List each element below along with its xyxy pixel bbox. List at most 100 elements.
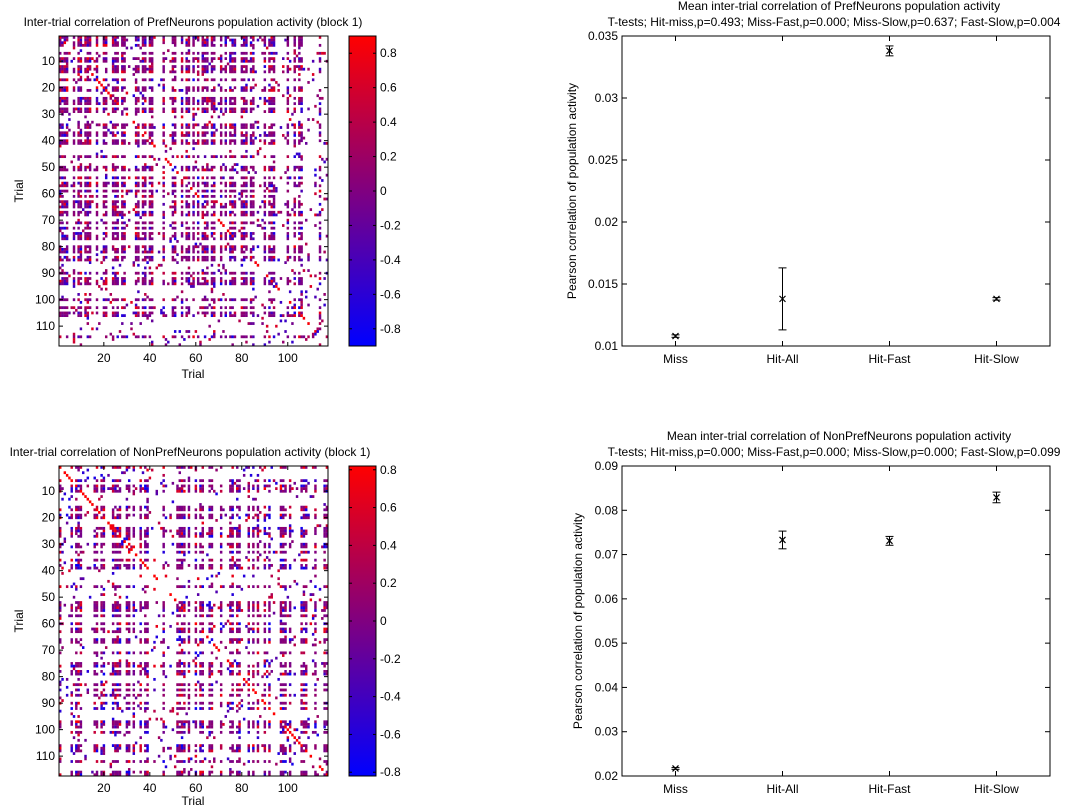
heatmap-cell xyxy=(148,65,152,68)
heatmap-cell xyxy=(231,70,234,74)
heatmap-cell xyxy=(187,59,191,63)
heatmap-cell xyxy=(95,134,99,137)
heatmap-cell xyxy=(229,96,232,100)
heatmap-cell xyxy=(219,298,223,302)
heatmap-cell xyxy=(206,96,209,100)
heatmap-cell xyxy=(150,340,154,344)
heatmap-cell xyxy=(72,78,76,82)
heatmap-cell xyxy=(190,285,193,288)
heatmap-cell xyxy=(192,118,195,121)
heatmap-cell xyxy=(325,479,329,483)
heatmap-cell xyxy=(63,271,67,275)
heatmap-cell xyxy=(93,67,96,71)
heatmap-cell xyxy=(259,540,262,543)
heatmap-cell xyxy=(77,226,80,230)
heatmap-cell xyxy=(137,96,140,100)
heatmap-cell xyxy=(242,298,246,302)
heatmap-cell xyxy=(185,43,188,47)
heatmap-cell xyxy=(144,123,147,127)
heatmap-cell xyxy=(206,311,209,315)
heatmap-cell xyxy=(249,202,253,206)
heatmap-cell xyxy=(325,545,329,549)
heatmap-cell xyxy=(252,59,255,63)
heatmap-cell xyxy=(95,75,99,79)
heatmap-cell xyxy=(121,237,124,241)
heatmap-cell xyxy=(176,614,179,618)
heatmap-cell xyxy=(79,99,83,103)
heatmap-cell xyxy=(144,163,147,166)
heatmap-cell xyxy=(300,237,303,241)
heatmap-cell xyxy=(242,277,246,280)
heatmap-cell xyxy=(298,255,301,259)
heatmap-cell xyxy=(77,176,80,180)
heatmap-cell xyxy=(185,57,188,60)
heatmap-cell xyxy=(196,311,200,315)
heatmap-cell xyxy=(104,226,108,230)
heatmap-cell xyxy=(180,489,184,493)
heatmap-cell xyxy=(125,585,129,589)
heatmap-cell xyxy=(298,126,301,129)
heatmap-cell xyxy=(173,43,177,47)
heatmap-cell xyxy=(249,88,253,92)
heatmap-cell xyxy=(201,205,204,209)
heatmap-cell xyxy=(141,245,145,249)
heatmap-cell xyxy=(263,88,267,92)
heatmap-cell xyxy=(144,70,147,74)
heatmap-cell xyxy=(61,65,64,68)
heatmap-cell xyxy=(95,205,99,209)
heatmap-cell xyxy=(141,51,145,55)
heatmap-cell xyxy=(268,165,271,169)
heatmap-cell xyxy=(196,232,200,235)
heatmap-cell xyxy=(72,282,76,286)
heatmap-cell xyxy=(111,155,115,159)
heatmap-cell xyxy=(311,118,315,121)
heatmap-cell xyxy=(272,298,276,302)
heatmap-cell xyxy=(270,213,273,217)
heatmap-cell xyxy=(224,88,227,92)
heatmap-cell xyxy=(95,226,99,230)
heatmap-cell xyxy=(137,88,140,92)
heatmap-cell xyxy=(288,487,292,490)
heatmap-cell xyxy=(201,479,204,483)
heatmap-cell xyxy=(224,107,227,111)
heatmap-cell xyxy=(164,57,168,60)
heatmap-cell xyxy=(252,205,255,209)
heatmap-cell xyxy=(249,126,253,129)
heatmap-cell xyxy=(88,131,92,135)
heatmap-cell xyxy=(150,107,154,111)
heatmap-cell xyxy=(247,532,250,536)
heatmap-cell xyxy=(213,86,216,90)
heatmap-cell xyxy=(118,479,122,483)
heatmap-cell xyxy=(240,88,244,92)
heatmap-cell xyxy=(233,107,237,111)
heatmap-cell xyxy=(84,282,87,286)
heatmap-cell xyxy=(63,110,67,113)
heatmap-cell xyxy=(229,221,232,225)
heatmap-cell xyxy=(176,577,179,581)
heatmap-cell xyxy=(162,508,165,512)
heatmap-cell xyxy=(231,582,234,586)
heatmap-cell xyxy=(59,484,62,488)
heatmap-cell xyxy=(300,155,303,159)
heatmap-cell xyxy=(146,500,149,504)
heatmap-cell xyxy=(288,479,292,483)
heatmap-cell xyxy=(300,534,303,538)
heatmap-cell xyxy=(196,181,200,185)
heatmap-cell xyxy=(185,200,188,204)
heatmap-cell xyxy=(203,65,207,68)
heatmap-cell xyxy=(224,78,227,82)
heatmap-cell xyxy=(298,59,301,63)
heatmap-cell xyxy=(77,335,80,339)
heatmap-cell xyxy=(116,139,119,143)
heatmap-cell xyxy=(150,526,154,530)
heatmap-cell xyxy=(63,67,67,71)
heatmap-cell xyxy=(229,126,232,129)
heatmap-cell xyxy=(95,622,99,626)
heatmap-cell xyxy=(192,141,195,145)
heatmap-cell xyxy=(141,200,145,204)
heatmap-cell xyxy=(79,603,83,607)
heatmap-cell xyxy=(217,115,221,119)
heatmap-cell xyxy=(162,534,165,538)
heatmap-cell xyxy=(185,277,188,280)
heatmap-cell xyxy=(217,102,221,106)
